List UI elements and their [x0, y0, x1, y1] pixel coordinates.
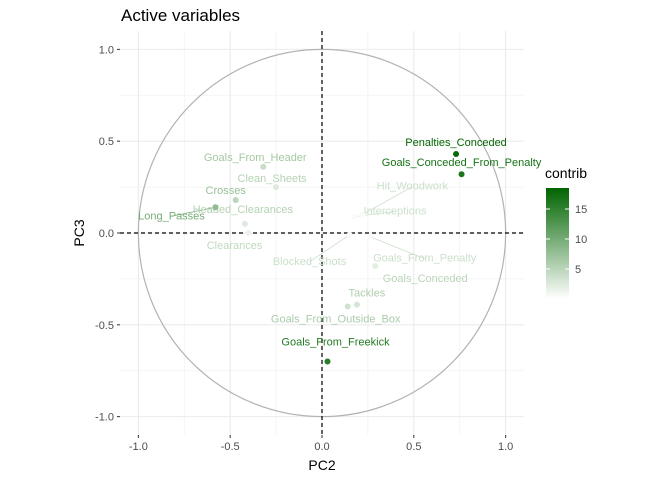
legend-tick-label: 15 — [575, 204, 587, 216]
x-tick-label: 0.5 — [406, 441, 421, 453]
variable-point — [241, 220, 248, 227]
variable-point — [344, 303, 351, 310]
point-label: Interceptions — [364, 205, 427, 217]
variable-point — [273, 184, 280, 191]
y-tick-label: 1.0 — [99, 44, 114, 56]
legend-colorbar — [546, 188, 569, 299]
x-axis-title: PC2 — [308, 457, 335, 473]
variable-point — [260, 163, 267, 170]
chart-title: Active variables — [121, 6, 240, 25]
variable-point — [346, 231, 353, 238]
point-label: Goals_Conceded_From_Penalty — [382, 157, 542, 169]
variable-point — [366, 233, 373, 240]
point-label: Goals_From_Outside_Box — [271, 313, 401, 325]
x-tick-label: -1.0 — [129, 441, 148, 453]
point-label: Tackles — [349, 288, 386, 300]
point-label: Blocked_Shots — [273, 256, 347, 268]
variable-point — [359, 211, 366, 218]
variable-point — [458, 171, 465, 178]
point-label: Crosses — [206, 185, 247, 197]
point-label: Long_Passes — [138, 210, 205, 222]
label-connector — [309, 234, 350, 263]
point-label: Hit_Woodwork — [377, 181, 449, 193]
point-label: Headed_Clearances — [193, 204, 294, 216]
variable-point — [324, 358, 331, 365]
variable-point — [372, 263, 379, 270]
y-tick-label: -0.5 — [95, 320, 114, 332]
y-tick-label: -1.0 — [95, 412, 114, 424]
legend-tick-label: 10 — [575, 234, 587, 246]
variable-point — [245, 230, 252, 236]
x-tick-label: -0.5 — [221, 441, 240, 453]
point-label: Clean_Sheets — [238, 173, 308, 185]
variable-point — [232, 196, 239, 203]
point-label: Clearances — [207, 240, 263, 252]
variable-point — [212, 204, 219, 211]
legend-title: contrib — [545, 165, 587, 181]
point-label: Penalties_Conceded — [405, 137, 507, 149]
label-connector — [369, 236, 425, 260]
x-tick-label: 1.0 — [498, 441, 513, 453]
x-tick-label: 0.0 — [314, 441, 329, 453]
label-connector — [362, 186, 413, 215]
y-tick-label: 0.5 — [99, 136, 114, 148]
y-axis-title: PC3 — [71, 219, 87, 246]
point-label: Goals_From_Freekick — [281, 337, 390, 349]
y-tick-label: 0.0 — [99, 228, 114, 240]
variable-point — [352, 213, 359, 220]
label-connector — [171, 206, 216, 217]
point-label: Goals_Conceded — [383, 273, 468, 285]
point-label: Goals_From_Penalty — [373, 253, 477, 265]
variable-point — [453, 151, 460, 158]
point-label: Goals_From_Header — [204, 152, 307, 164]
legend-tick-label: 5 — [575, 264, 581, 276]
variable-point — [353, 301, 360, 308]
